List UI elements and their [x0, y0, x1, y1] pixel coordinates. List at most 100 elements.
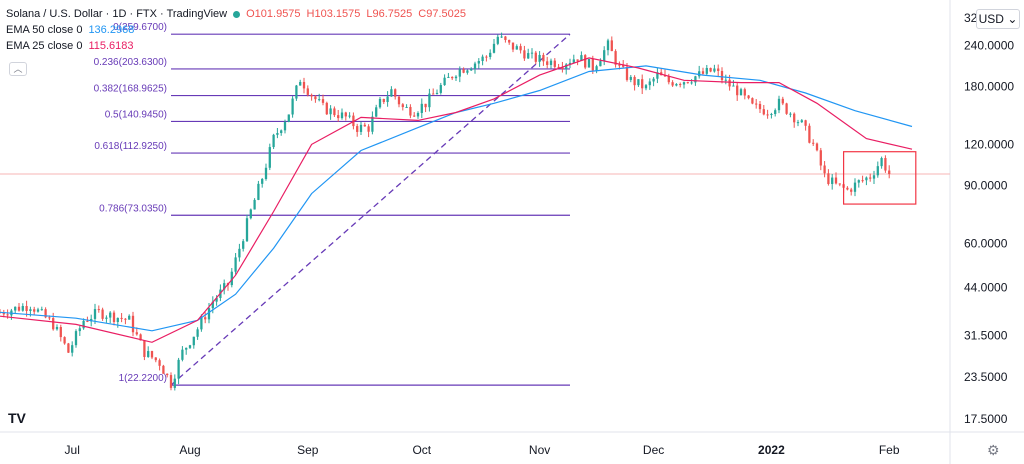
- candle-body: [872, 175, 876, 179]
- ohlc-open: O101.9575: [246, 8, 301, 20]
- tradingview-logo[interactable]: TV: [8, 410, 26, 426]
- candle-body: [207, 308, 211, 320]
- candle-body: [261, 179, 264, 184]
- candle-body: [390, 89, 393, 97]
- candle-body: [188, 345, 192, 348]
- candle-body: [405, 106, 408, 108]
- ema25-row[interactable]: EMA 25 close 0 115.6183: [6, 38, 466, 54]
- candle-body: [40, 309, 43, 311]
- candle-body: [736, 85, 739, 96]
- candle-body: [508, 39, 511, 43]
- candle-body: [268, 147, 271, 168]
- fib-level-label: 0(259.6700): [113, 22, 167, 33]
- candle-body: [454, 76, 458, 79]
- currency-button[interactable]: USD ⌄: [976, 9, 1020, 29]
- fib-level-label: 1(22.2200): [119, 373, 167, 384]
- candle-body: [610, 40, 613, 52]
- candle-body: [580, 55, 583, 61]
- candle-body: [143, 340, 146, 357]
- candle-body: [789, 113, 792, 115]
- candle-body: [834, 177, 838, 184]
- candle-body: [698, 71, 701, 77]
- candle-body: [120, 317, 123, 319]
- candle-body: [128, 315, 131, 320]
- candle-body: [158, 360, 161, 366]
- candle-body: [534, 52, 537, 62]
- candle-body: [861, 180, 864, 182]
- collapse-legend-button[interactable]: ︿: [9, 62, 27, 76]
- candle-body: [606, 40, 610, 51]
- candle-body: [462, 69, 465, 73]
- candle-body: [314, 96, 317, 100]
- ema50-value: 136.2968: [88, 24, 135, 36]
- symbol-title: Solana / U.S. Dollar · 1D · FTX · Tradin…: [6, 8, 228, 20]
- ema50-label: EMA 50 close 0: [6, 24, 83, 36]
- candle-body: [413, 115, 416, 117]
- candle-body: [33, 309, 36, 312]
- candle-body: [500, 36, 503, 38]
- candle-body: [93, 309, 97, 319]
- candle-body: [416, 112, 420, 117]
- candle-body: [109, 312, 112, 318]
- candle-body: [192, 336, 195, 346]
- candle-body: [527, 53, 530, 59]
- y-tick-label: 120.0000: [964, 137, 1014, 151]
- candle-body: [865, 177, 868, 181]
- candle-body: [755, 103, 758, 105]
- candle-body: [48, 317, 51, 319]
- candle-body: [796, 122, 800, 124]
- candle-body: [394, 89, 397, 97]
- candle-body: [572, 59, 575, 63]
- candle-body: [6, 314, 9, 316]
- ema50-row[interactable]: EMA 50 close 0 136.2968: [6, 22, 466, 38]
- candle-body: [162, 365, 165, 374]
- candle-body: [682, 82, 686, 85]
- candle-body: [561, 67, 564, 69]
- candle-body: [599, 61, 602, 67]
- candle-body: [306, 88, 309, 95]
- candle-body: [257, 183, 260, 200]
- fib-level-label: 0.236(203.6300): [94, 57, 167, 68]
- candle-body: [724, 79, 727, 81]
- highlight-box: [842, 151, 917, 205]
- candle-body: [287, 114, 290, 122]
- candle-body: [770, 114, 773, 116]
- candle-body: [717, 68, 720, 71]
- gear-icon[interactable]: ⚙: [987, 442, 1000, 458]
- candle-body: [17, 306, 21, 311]
- candle-body: [135, 332, 138, 335]
- candle-body: [553, 60, 556, 67]
- candle-body: [546, 61, 549, 65]
- x-tick-label: Jul: [65, 443, 80, 457]
- candle-body: [101, 309, 104, 319]
- candle-body: [777, 98, 781, 111]
- candle-body: [762, 109, 765, 115]
- candle-body: [850, 189, 853, 192]
- candle-body: [375, 107, 378, 117]
- chevron-down-icon: ⌄: [1007, 12, 1018, 26]
- candle-body: [359, 124, 363, 132]
- candle-body: [245, 218, 249, 242]
- candle-body: [378, 98, 382, 108]
- ohlc-low: L96.7525: [366, 8, 413, 20]
- candle-body: [648, 81, 651, 86]
- candle-body: [71, 345, 74, 353]
- candle-body: [67, 343, 70, 353]
- candle-body: [591, 59, 594, 71]
- candle-body: [211, 301, 214, 309]
- candle-body: [675, 84, 678, 86]
- candle-body: [283, 121, 287, 131]
- candle-body: [477, 61, 480, 64]
- candle-body: [751, 98, 754, 104]
- candle-body: [242, 241, 245, 249]
- candle-body: [470, 69, 473, 71]
- fib-level-label: 0.382(168.9625): [94, 84, 167, 95]
- ohlc-high: H103.1575: [306, 8, 361, 20]
- candle-body: [774, 110, 777, 115]
- candle-body: [622, 65, 625, 67]
- candle-body: [154, 357, 157, 361]
- y-tick-label: 23.5000: [964, 370, 1008, 384]
- candle-body: [739, 89, 743, 96]
